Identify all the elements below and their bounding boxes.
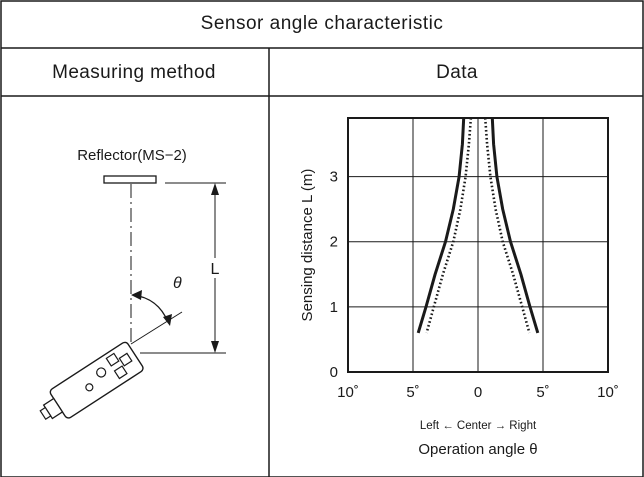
y-tick-label-0: 0 [330,364,338,381]
curve-dotted-right [483,117,531,334]
angle-arc [132,294,169,323]
column-header-data: Data [436,62,478,83]
x-axis-label-direction: Left ← Center → Right [420,420,537,432]
sensor-window [118,352,133,367]
x-tick-label-2: 0 [474,384,482,401]
y-axis-label: Sensing distance L (m) [299,169,316,322]
dimension-arrow-up [211,183,219,195]
plot-frame [347,117,609,373]
x-tick-label-0: 10˚ [337,384,359,401]
angle-arrow-right [163,314,172,326]
angle-label: θ [173,275,182,292]
sensor-lens [96,367,107,378]
table-title: Sensor angle characteristic [200,13,444,34]
x-axis-label: Operation angle θ [418,441,537,458]
reflector-label: Reflector(MS−2) [77,147,187,164]
y-tick-label-1: 1 [330,299,338,316]
curve-dotted-left [425,117,473,334]
distance-label: L [211,261,220,278]
y-tick-label-3: 3 [330,169,338,186]
sensor-indicator [85,383,94,392]
x-tick-label-1: 5˚ [406,384,419,401]
chart-ticks: 10˚ 5˚ 0 5˚ 10˚ 0 1 2 3 [330,169,619,401]
chart-curves [416,117,540,334]
curve-solid-right [490,117,540,334]
x-tick-label-4: 10˚ [597,384,619,401]
column-header-method: Measuring method [52,62,216,83]
sensor-axis [130,311,183,345]
angle-arrow-left [131,290,142,300]
sensor-cable [39,406,52,421]
sensor-body [39,341,144,421]
method-diagram: Reflector(MS−2) L θ [39,147,226,421]
dimension-label-bg [206,258,224,278]
reflector-plate [103,175,157,184]
y-tick-label-2: 2 [330,234,338,251]
sensing-chart: 10˚ 5˚ 0 5˚ 10˚ 0 1 2 3 Sensing distance L (m) L… [299,117,619,458]
curve-solid-left [416,117,466,334]
x-tick-label-3: 5˚ [536,384,549,401]
sensor-housing [49,341,144,419]
sensor-receiver [113,365,128,380]
sensor-emitter [105,352,120,367]
chart-grid [348,118,608,372]
dimension-arrow-down [211,341,219,353]
